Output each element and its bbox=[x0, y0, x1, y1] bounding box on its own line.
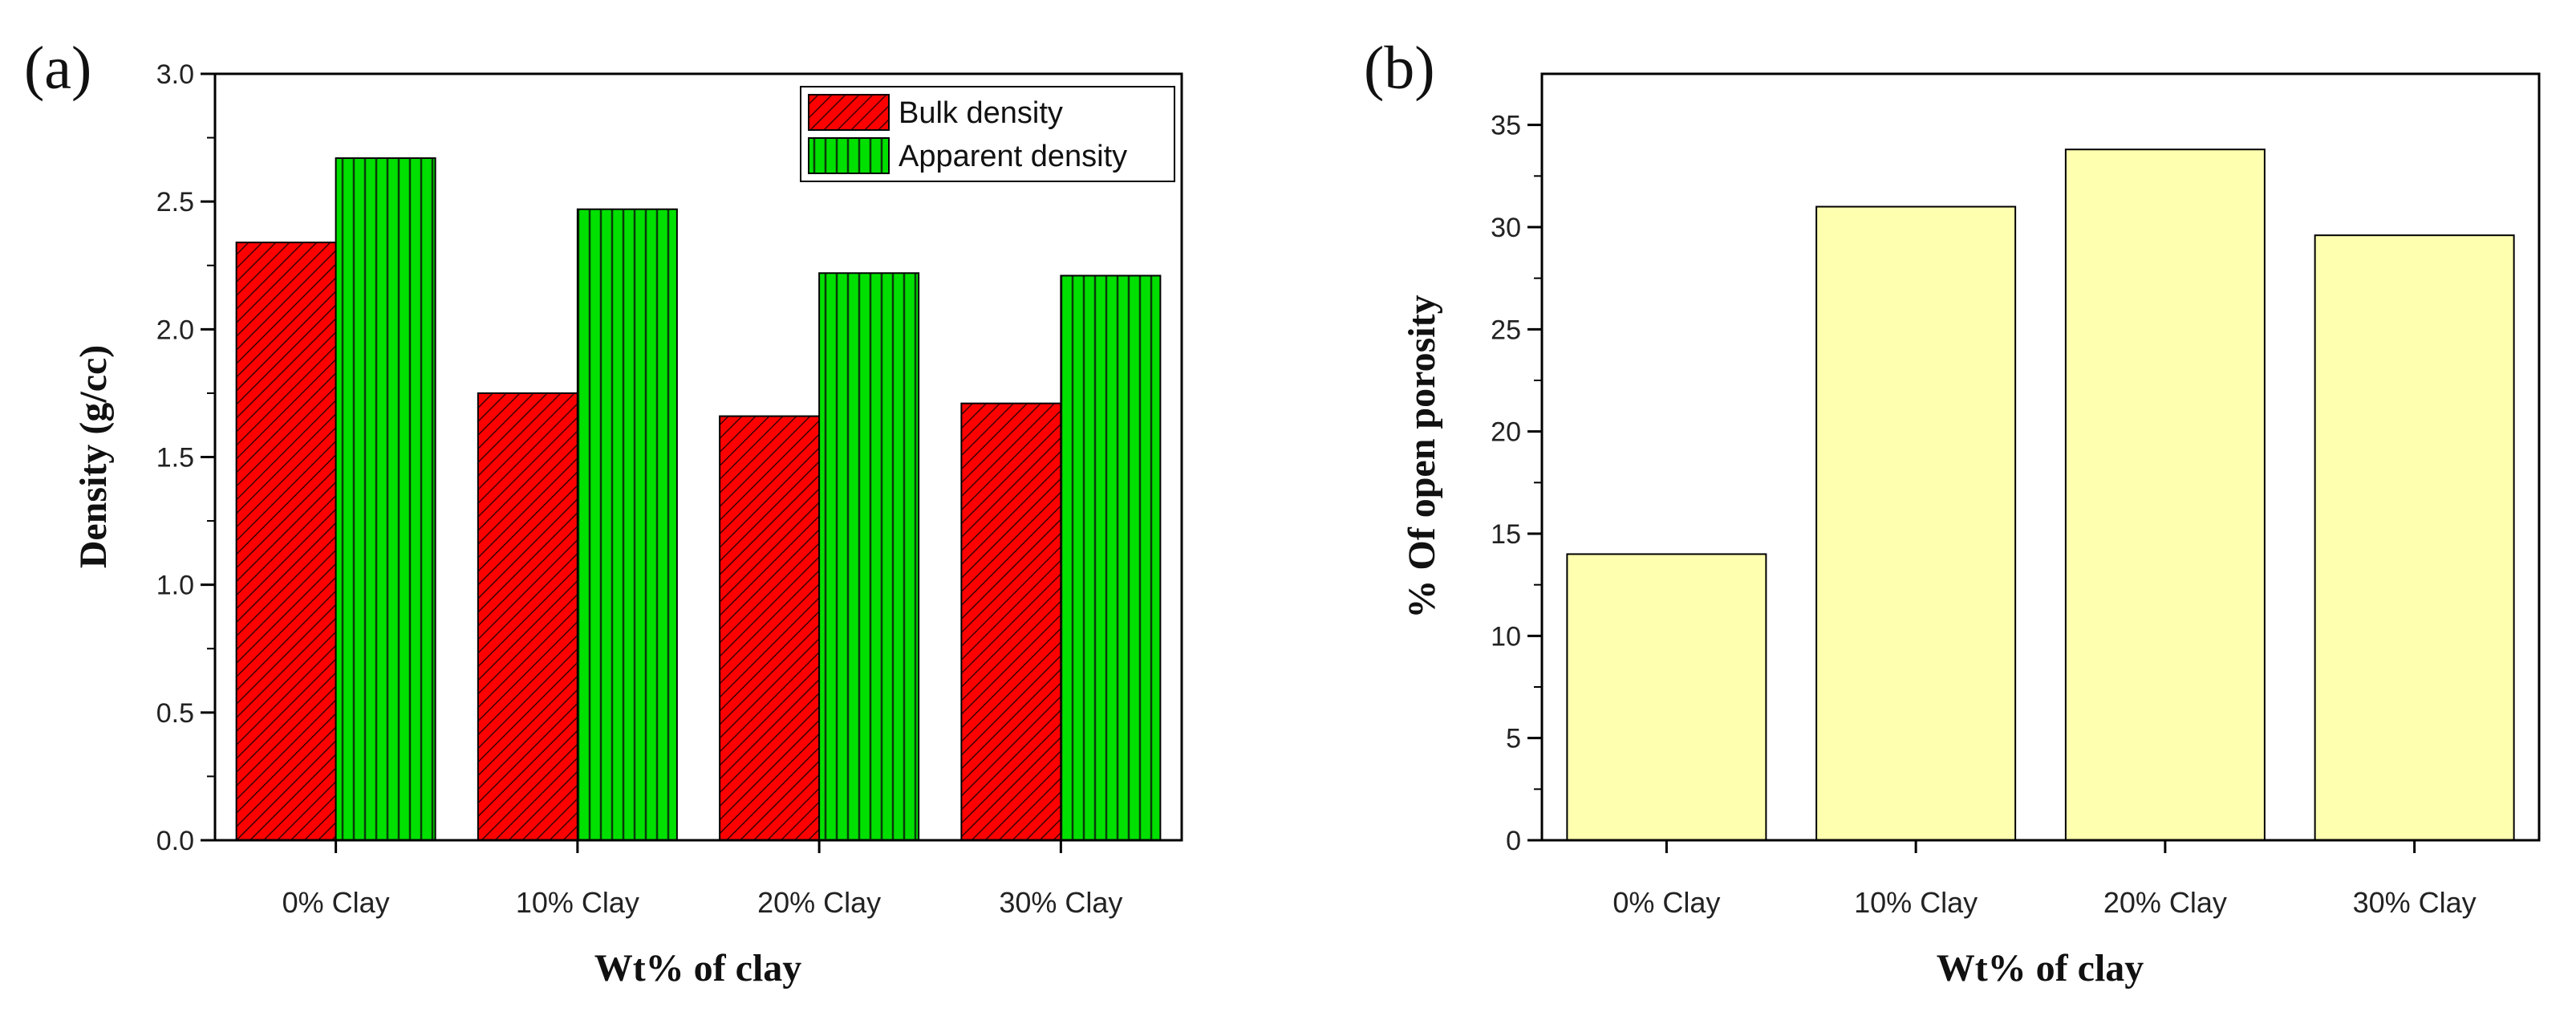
y-axis-ticks-b: 0 5 10 15 20 25 30 35 bbox=[1491, 111, 1542, 856]
x-axis-ticks-a: 0% Clay 10% Clay 20% Clay 30% Clay bbox=[282, 840, 1122, 919]
density-bars bbox=[235, 157, 1162, 842]
bar-open-porosity bbox=[2064, 148, 2266, 841]
bar-apparent-density bbox=[1060, 274, 1162, 841]
x-tick-label: 0% Clay bbox=[282, 886, 390, 919]
y-tick-label: 1.0 bbox=[156, 571, 194, 601]
porosity-bars bbox=[1566, 148, 2515, 842]
legend-swatch-bulk-density bbox=[808, 94, 890, 131]
bar-bulk-density bbox=[235, 242, 337, 842]
porosity-chart: (b) 0 5 10 15 20 25 30 35 0% Clay 10% Clay 20% Cl… bbox=[1364, 35, 2541, 990]
legend-label-apparent-density: Apparent density bbox=[899, 140, 1127, 173]
x-tick-label: 30% Clay bbox=[999, 886, 1122, 919]
y-axis-title-b: % Of open porosity bbox=[1401, 295, 1443, 618]
legend: Bulk density Apparent density bbox=[800, 86, 1175, 182]
y-tick-label: 35 bbox=[1491, 111, 1521, 141]
bar-apparent-density bbox=[576, 208, 678, 841]
plot-frame-b bbox=[1540, 72, 2541, 842]
bar-apparent-density bbox=[818, 272, 920, 841]
y-tick-label: 2.0 bbox=[156, 315, 194, 345]
bar-apparent-density bbox=[335, 157, 436, 842]
y-tick-label: 25 bbox=[1491, 315, 1521, 345]
y-axis-ticks-a: 0.0 0.5 1.0 1.5 2.0 2.5 3.0 bbox=[156, 59, 215, 856]
legend-label-bulk-density: Bulk density bbox=[899, 96, 1063, 130]
y-tick-label: 0.0 bbox=[156, 826, 194, 856]
bar-bulk-density bbox=[477, 392, 578, 841]
bar-bulk-density bbox=[960, 402, 1062, 841]
density-chart: (a) 0.0 0.5 1.0 1.5 2.0 2.5 3.0 0% Clay 10% Cla… bbox=[24, 35, 1183, 990]
y-tick-label: 15 bbox=[1491, 519, 1521, 550]
y-tick-label: 1.5 bbox=[156, 443, 194, 473]
y-tick-label: 10 bbox=[1491, 621, 1521, 652]
x-tick-label: 10% Clay bbox=[516, 886, 639, 919]
x-tick-label: 30% Clay bbox=[2353, 886, 2477, 919]
x-axis-title-b: Wt% of clay bbox=[1937, 947, 2144, 990]
x-axis-title-a: Wt% of clay bbox=[594, 947, 802, 990]
y-tick-label: 0 bbox=[1506, 826, 1521, 856]
x-tick-label: 20% Clay bbox=[757, 886, 881, 919]
y-tick-label: 30 bbox=[1491, 213, 1521, 243]
panel-label-a: (a) bbox=[24, 35, 91, 102]
x-axis-ticks-b: 0% Clay 10% Clay 20% Clay 30% Clay bbox=[1613, 840, 2477, 919]
y-tick-label: 3.0 bbox=[156, 59, 194, 90]
y-tick-label: 2.5 bbox=[156, 187, 194, 217]
y-axis-title-a: Density (g/cc) bbox=[72, 345, 115, 569]
bar-open-porosity bbox=[2314, 234, 2515, 842]
y-tick-label: 0.5 bbox=[156, 698, 194, 729]
legend-swatch-apparent-density bbox=[808, 137, 890, 174]
bar-bulk-density bbox=[719, 415, 821, 841]
x-tick-label: 10% Clay bbox=[1854, 886, 1978, 919]
y-tick-label: 20 bbox=[1491, 417, 1521, 448]
x-tick-label: 0% Clay bbox=[1613, 886, 1720, 919]
bar-open-porosity bbox=[1566, 553, 1767, 841]
bar-open-porosity bbox=[1815, 205, 2017, 841]
x-tick-label: 20% Clay bbox=[2103, 886, 2227, 919]
y-tick-label: 5 bbox=[1506, 724, 1521, 754]
panel-label-b: (b) bbox=[1364, 35, 1435, 102]
